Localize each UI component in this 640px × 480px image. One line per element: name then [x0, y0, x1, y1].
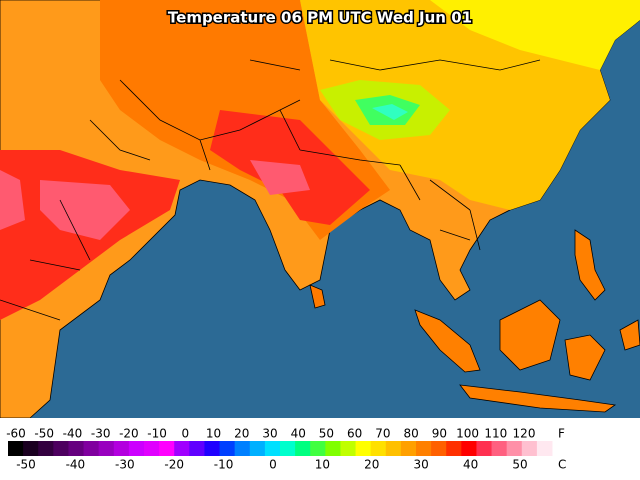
island [309, 284, 326, 309]
color-swatch [23, 441, 39, 456]
fahrenheit-label: -60 [6, 427, 26, 441]
fahrenheit-label: 40 [291, 427, 306, 441]
fahrenheit-label: 0 [182, 427, 190, 441]
fahrenheit-label: 10 [206, 427, 221, 441]
color-swatch [506, 441, 523, 456]
land-coldest [372, 104, 408, 120]
celsius-label: 30 [414, 458, 429, 472]
color-swatch [249, 441, 266, 456]
fahrenheit-label: -10 [147, 427, 167, 441]
celsius-label: 20 [364, 458, 379, 472]
map-title: Temperature 06 PM UTC Wed Jun 01 [168, 9, 472, 27]
celsius-label: -40 [66, 458, 86, 472]
color-swatch [461, 441, 477, 456]
fahrenheit-label: 30 [262, 427, 277, 441]
color-swatch [68, 441, 85, 456]
island [459, 384, 617, 413]
color-swatch [8, 441, 24, 456]
map [0, 0, 640, 419]
color-swatch [204, 441, 221, 456]
celsius-label: -30 [115, 458, 135, 472]
island [574, 229, 606, 301]
fahrenheit-label: -20 [119, 427, 139, 441]
color-swatch [113, 441, 130, 456]
fahrenheit-label: 80 [403, 427, 418, 441]
fahrenheit-label: 60 [347, 427, 362, 441]
fahrenheit-label: 20 [234, 427, 249, 441]
color-swatch [400, 441, 417, 456]
border [0, 59, 541, 321]
celsius-label: 50 [512, 458, 527, 472]
color-swatch [491, 441, 508, 456]
color-swatch [355, 441, 372, 456]
color-swatch [340, 441, 357, 456]
color-swatch [295, 441, 311, 456]
color-swatch [310, 441, 326, 456]
celsius-label: -20 [164, 458, 184, 472]
celsius-unit: C [558, 458, 566, 472]
fahrenheit-label: 110 [484, 427, 507, 441]
land-cool [430, 0, 640, 70]
color-swatch [53, 441, 69, 456]
fahrenheit-label: -40 [63, 427, 83, 441]
color-swatch [536, 441, 553, 456]
celsius-label: 0 [269, 458, 277, 472]
celsius-label: -50 [16, 458, 36, 472]
color-swatch [431, 441, 447, 456]
color-swatch [38, 441, 54, 456]
legend: -60 -50 -40 -30 -20 -10 0 10 20 30 40 50 60 70 80 90 100… [6, 427, 566, 472]
color-swatch [144, 441, 160, 456]
color-swatch [128, 441, 145, 456]
fahrenheit-label: 120 [513, 427, 536, 441]
celsius-label: 10 [315, 458, 330, 472]
color-swatch [280, 441, 296, 456]
color-swatch [476, 441, 493, 456]
island [564, 334, 606, 381]
fahrenheit-label: 70 [375, 427, 390, 441]
land-hottest [0, 170, 25, 230]
color-swatch [189, 441, 205, 456]
color-swatch [521, 441, 538, 456]
color-swatch [416, 441, 432, 456]
color-swatch [219, 441, 236, 456]
island [499, 299, 561, 371]
land-hottest [250, 160, 310, 195]
celsius-label: 40 [463, 458, 478, 472]
color-swatch [264, 441, 281, 456]
color-swatch [446, 441, 462, 456]
color-swatch [174, 441, 190, 456]
color-swatch [234, 441, 251, 456]
celsius-label: -10 [214, 458, 234, 472]
fahrenheit-label: -30 [91, 427, 111, 441]
island [414, 309, 481, 373]
fahrenheit-label: -50 [34, 427, 54, 441]
color-swatch [370, 441, 387, 456]
fahrenheit-label: 100 [456, 427, 479, 441]
fahrenheit-unit: F [558, 427, 565, 441]
fahrenheit-label: 50 [319, 427, 334, 441]
fahrenheit-label: 90 [432, 427, 447, 441]
color-swatch [98, 441, 115, 456]
land-hottest [40, 180, 130, 240]
color-swatch [385, 441, 402, 456]
color-swatch [83, 441, 100, 456]
island [619, 319, 640, 351]
color-swatch [159, 441, 175, 456]
color-swatch [325, 441, 341, 456]
